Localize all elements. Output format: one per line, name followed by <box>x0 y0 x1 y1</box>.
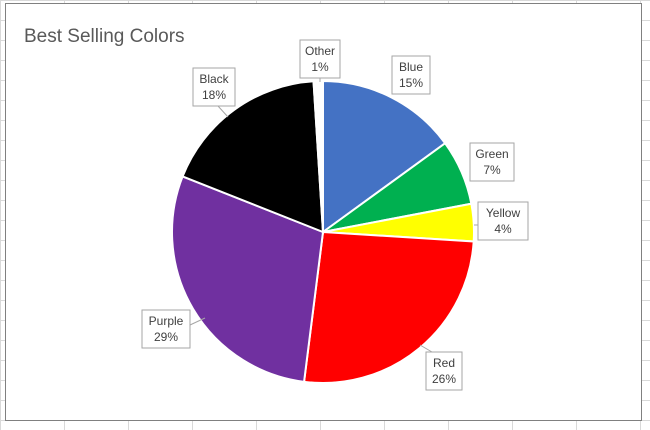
pie-slice-black[interactable] <box>181 80 325 234</box>
data-label-black[interactable]: Black 18% <box>192 67 236 118</box>
data-label-category: Blue <box>399 60 423 74</box>
pie-slice-blue[interactable] <box>322 79 447 234</box>
pie-slices <box>171 79 475 384</box>
data-label-percent: 15% <box>399 76 423 90</box>
data-label-green[interactable]: Green 7% <box>469 142 515 182</box>
data-label-blue[interactable]: Blue 15% <box>391 55 431 95</box>
chart-title: Best Selling Colors <box>24 26 185 47</box>
data-label-percent: 29% <box>154 330 178 344</box>
callout-box <box>299 39 341 79</box>
data-label-percent: 1% <box>311 60 329 74</box>
callout-pointer <box>419 344 433 353</box>
data-label-percent: 18% <box>202 88 226 102</box>
callout-box <box>477 201 529 241</box>
data-label-category: Red <box>433 356 455 370</box>
callout-box <box>469 142 515 182</box>
data-label-percent: 26% <box>432 372 456 386</box>
data-label-other[interactable]: Other 1% <box>299 39 341 82</box>
pie-slice-purple[interactable] <box>171 175 325 383</box>
callout-box <box>391 55 431 95</box>
callout-pointer <box>217 105 229 118</box>
data-label-category: Yellow <box>486 206 521 220</box>
callout-pointer <box>189 317 206 326</box>
pie-slice-red[interactable] <box>302 230 475 384</box>
callout-box <box>425 351 463 391</box>
data-label-yellow[interactable]: Yellow 4% <box>474 201 529 241</box>
data-label-red[interactable]: Red 26% <box>419 344 463 391</box>
callout-box <box>141 309 191 349</box>
data-label-percent: 7% <box>483 163 501 177</box>
data-label-percent: 4% <box>494 222 512 236</box>
data-label-category: Purple <box>149 314 184 328</box>
data-label-category: Other <box>305 44 335 58</box>
data-label-category: Black <box>199 72 229 86</box>
data-label-purple[interactable]: Purple 29% <box>141 309 206 349</box>
pie-slice-other[interactable] <box>312 79 324 233</box>
callout-box <box>192 67 236 107</box>
data-label-category: Green <box>475 147 508 161</box>
